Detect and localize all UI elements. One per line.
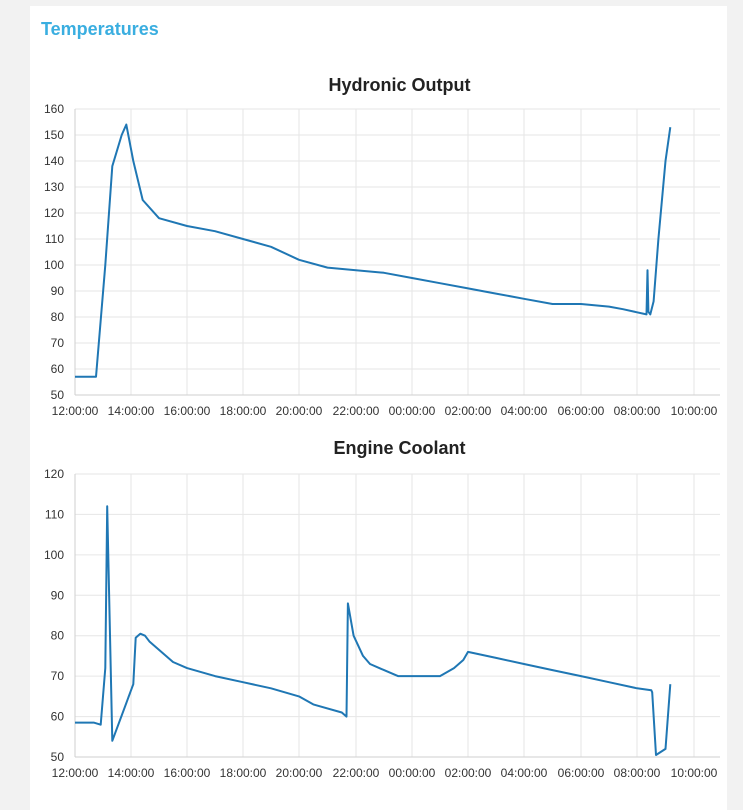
hydronic-x-tick-label: 08:00:00 xyxy=(614,404,661,418)
coolant-x-tick-label: 16:00:00 xyxy=(164,766,211,780)
coolant-y-tick-label: 50 xyxy=(51,750,65,764)
hydronic-x-tick-label: 22:00:00 xyxy=(333,404,380,418)
coolant-x-tick-label: 08:00:00 xyxy=(614,766,661,780)
hydronic-y-tick-label: 60 xyxy=(51,362,65,376)
hydronic-y-tick-label: 70 xyxy=(51,336,65,350)
hydronic-chart-title: Hydronic Output xyxy=(329,75,471,95)
hydronic-x-tick-label: 16:00:00 xyxy=(164,404,211,418)
hydronic-y-tick-label: 130 xyxy=(44,180,64,194)
card-title: Temperatures xyxy=(41,19,159,39)
hydronic-x-tick-label: 02:00:00 xyxy=(445,404,492,418)
coolant-series-line xyxy=(75,505,672,756)
coolant-x-tick-label: 20:00:00 xyxy=(276,766,323,780)
coolant-x-tick-label: 14:00:00 xyxy=(108,766,155,780)
hydronic-x-tick-label: 06:00:00 xyxy=(558,404,605,418)
hydronic-output-chart: Hydronic Output 50 60 70 80 90 100 110 120 130 140… xyxy=(44,75,720,418)
hydronic-x-tick-label: 10:00:00 xyxy=(671,404,718,418)
coolant-x-tick-label: 12:00:00 xyxy=(52,766,99,780)
hydronic-x-tick-label: 18:00:00 xyxy=(220,404,267,418)
hydronic-y-tick-label: 90 xyxy=(51,284,65,298)
coolant-y-tick-label: 90 xyxy=(51,588,65,602)
hydronic-y-tick-label: 80 xyxy=(51,310,65,324)
coolant-x-tick-label: 18:00:00 xyxy=(220,766,267,780)
coolant-y-tick-label: 110 xyxy=(45,507,64,521)
engine-coolant-chart: Engine Coolant 50 60 70 80 90 100 110 120 12:00:0… xyxy=(44,438,720,780)
coolant-chart-title: Engine Coolant xyxy=(334,438,466,458)
coolant-x-tick-label: 06:00:00 xyxy=(558,766,605,780)
hydronic-y-tick-label: 100 xyxy=(44,258,64,272)
coolant-x-tick-label: 10:00:00 xyxy=(671,766,718,780)
coolant-y-tick-label: 80 xyxy=(51,629,65,643)
hydronic-y-tick-label: 140 xyxy=(44,154,64,168)
coolant-x-tick-label: 22:00:00 xyxy=(333,766,380,780)
coolant-x-tick-label: 02:00:00 xyxy=(445,766,492,780)
coolant-y-tick-label: 60 xyxy=(51,710,65,724)
hydronic-x-tick-label: 00:00:00 xyxy=(389,404,436,418)
coolant-y-tick-label: 70 xyxy=(51,669,65,683)
coolant-y-tick-label: 120 xyxy=(44,467,64,481)
hydronic-y-tick-label: 150 xyxy=(44,128,64,142)
coolant-x-tick-label: 04:00:00 xyxy=(501,766,548,780)
hydronic-x-tick-label: 04:00:00 xyxy=(501,404,548,418)
hydronic-y-tick-label: 50 xyxy=(51,388,65,402)
hydronic-y-tick-label: 120 xyxy=(44,206,64,220)
hydronic-x-tick-label: 12:00:00 xyxy=(52,404,99,418)
hydronic-x-tick-label: 20:00:00 xyxy=(276,404,323,418)
hydronic-y-tick-label: 160 xyxy=(44,102,64,116)
hydronic-x-tick-label: 14:00:00 xyxy=(108,404,155,418)
hydronic-y-tick-label: 110 xyxy=(45,232,64,246)
coolant-x-tick-label: 00:00:00 xyxy=(389,766,436,780)
hydronic-series-line xyxy=(75,123,672,378)
coolant-y-tick-label: 100 xyxy=(44,548,64,562)
